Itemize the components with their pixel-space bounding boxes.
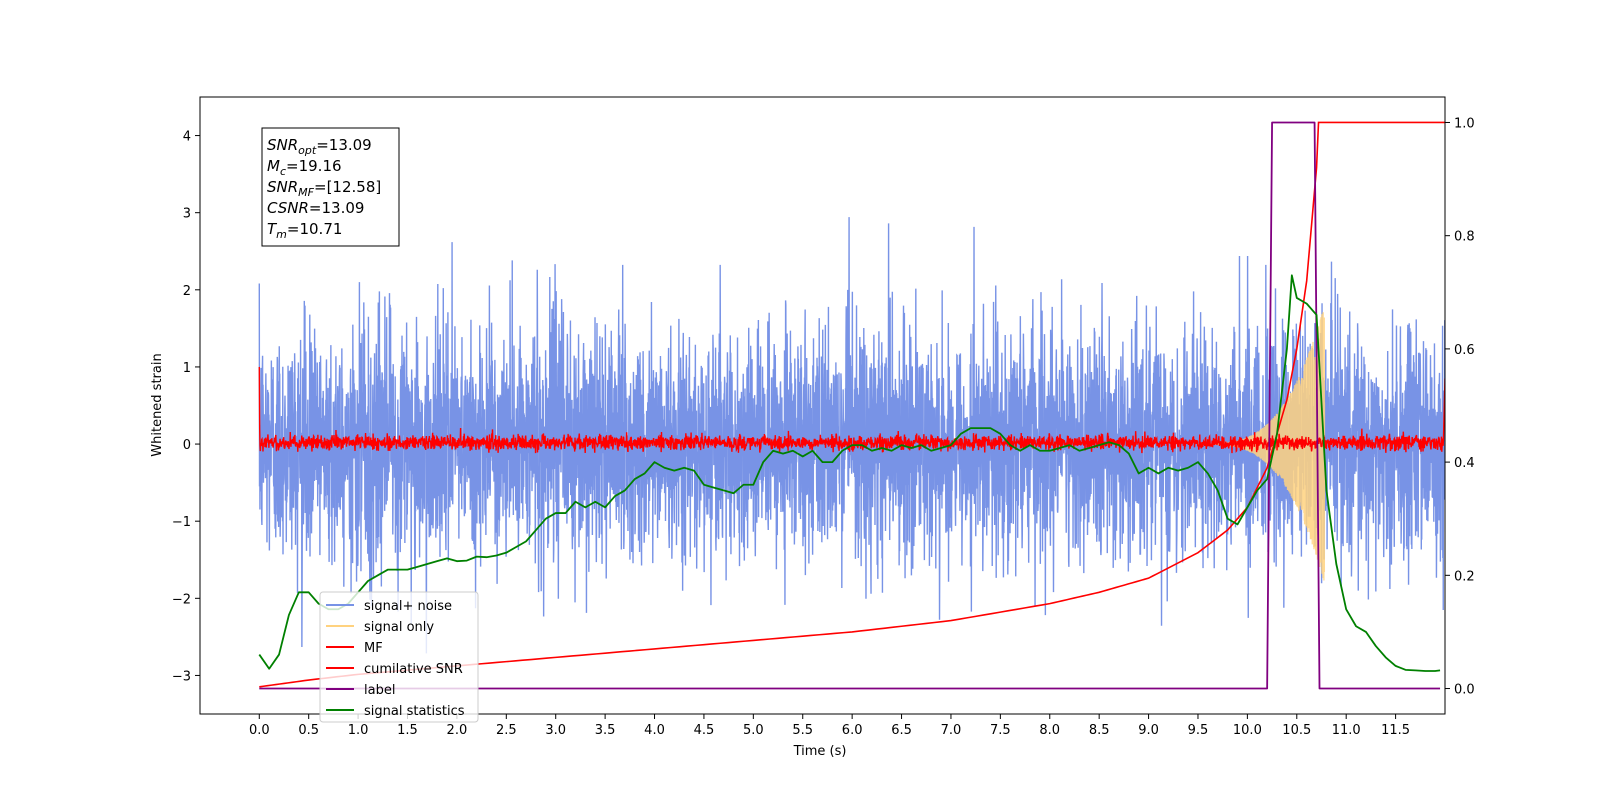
stats-annotation-box: SNRopt=13.09Mc=19.16SNRMF=[12.58]CSNR=13… [261,127,400,247]
x-tick-label: 5.0 [743,723,764,738]
y-tick-label: −3 [172,669,191,684]
x-tick-label: 10.5 [1282,723,1311,738]
x-tick-label: 4.5 [694,723,715,738]
y2-tick-label: 0.0 [1454,683,1475,698]
y2-tick-label: 0.4 [1454,456,1475,471]
x-tick-label: 9.0 [1138,723,1159,738]
plot-frame [199,96,1446,715]
legend-label: label [364,683,395,698]
x-tick-label: 4.0 [644,723,665,738]
x-axis: 0.0 0.5 1.0 1.5 2.0 2.5 3.0 3.5 4.0 4.5 5.0 5.5 6.0 6… [249,714,1410,738]
y-tick-label: 4 [183,130,191,145]
legend: signal+ noise signal only MF cumilative SNR… [319,591,479,723]
x-tick-label: 11.5 [1381,723,1410,738]
legend-label: signal only [364,620,434,635]
y-tick-label: 0 [183,438,191,453]
series-signal-noise-line [258,217,1445,654]
y2-tick-label: 1.0 [1454,116,1475,131]
y-axis-label: Whitened strain [150,353,165,456]
series-label-line [259,121,1441,690]
y2-tick-label: 0.2 [1454,569,1475,584]
x-tick-label: 6.0 [842,723,863,738]
y-tick-label: −1 [172,515,191,530]
x-tick-label: 8.5 [1089,723,1110,738]
y-tick-label: 1 [183,361,191,376]
annotation-line: SNRopt=13.09 [267,136,372,157]
annotation-line: SNRMF=[12.58] [267,178,381,199]
annotation-frame [261,127,400,247]
x-tick-label: 8.0 [1039,723,1060,738]
y2-tick-label: 0.6 [1454,343,1475,358]
x-tick-label: 5.5 [792,723,813,738]
series-signal-statistics-line [258,274,1441,672]
x-tick-label: 10.0 [1233,723,1262,738]
x-tick-label: 0.0 [249,723,270,738]
x-tick-label: 11.0 [1332,723,1361,738]
annotation-line: Mc=19.16 [267,157,342,178]
series-mf-line [258,366,1445,454]
y-tick-label: 3 [183,207,191,222]
legend-label: MF [364,641,383,656]
x-axis-label: Time (s) [793,744,847,759]
annotation-line: Tm=10.71 [267,220,342,241]
x-tick-label: 2.0 [447,723,468,738]
x-tick-label: 2.5 [496,723,517,738]
x-tick-label: 1.0 [348,723,369,738]
x-tick-label: 3.5 [595,723,616,738]
annotation-line: CSNR=13.09 [267,199,364,217]
x-tick-label: 3.0 [545,723,566,738]
x-tick-label: 7.0 [941,723,962,738]
x-tick-label: 9.5 [1188,723,1209,738]
x-tick-label: 0.5 [298,723,319,738]
legend-label: signal+ noise [364,599,452,614]
y-axis-right: 0.0 0.2 0.4 0.6 0.8 1.0 [1445,116,1475,698]
series-cumulative-snr-line [259,121,1445,688]
x-tick-label: 1.5 [397,723,418,738]
legend-label: cumilative SNR [364,662,463,677]
y-axis-left: −3 −2 −1 0 1 2 3 4 [172,130,200,684]
legend-label: signal statistics [364,704,465,719]
series-layer [258,121,1445,690]
y-tick-label: 2 [183,284,191,299]
y2-tick-label: 0.8 [1454,230,1475,245]
x-tick-label: 7.5 [990,723,1011,738]
x-tick-label: 6.5 [891,723,912,738]
y-tick-label: −2 [172,592,191,607]
legend-frame [319,591,479,723]
